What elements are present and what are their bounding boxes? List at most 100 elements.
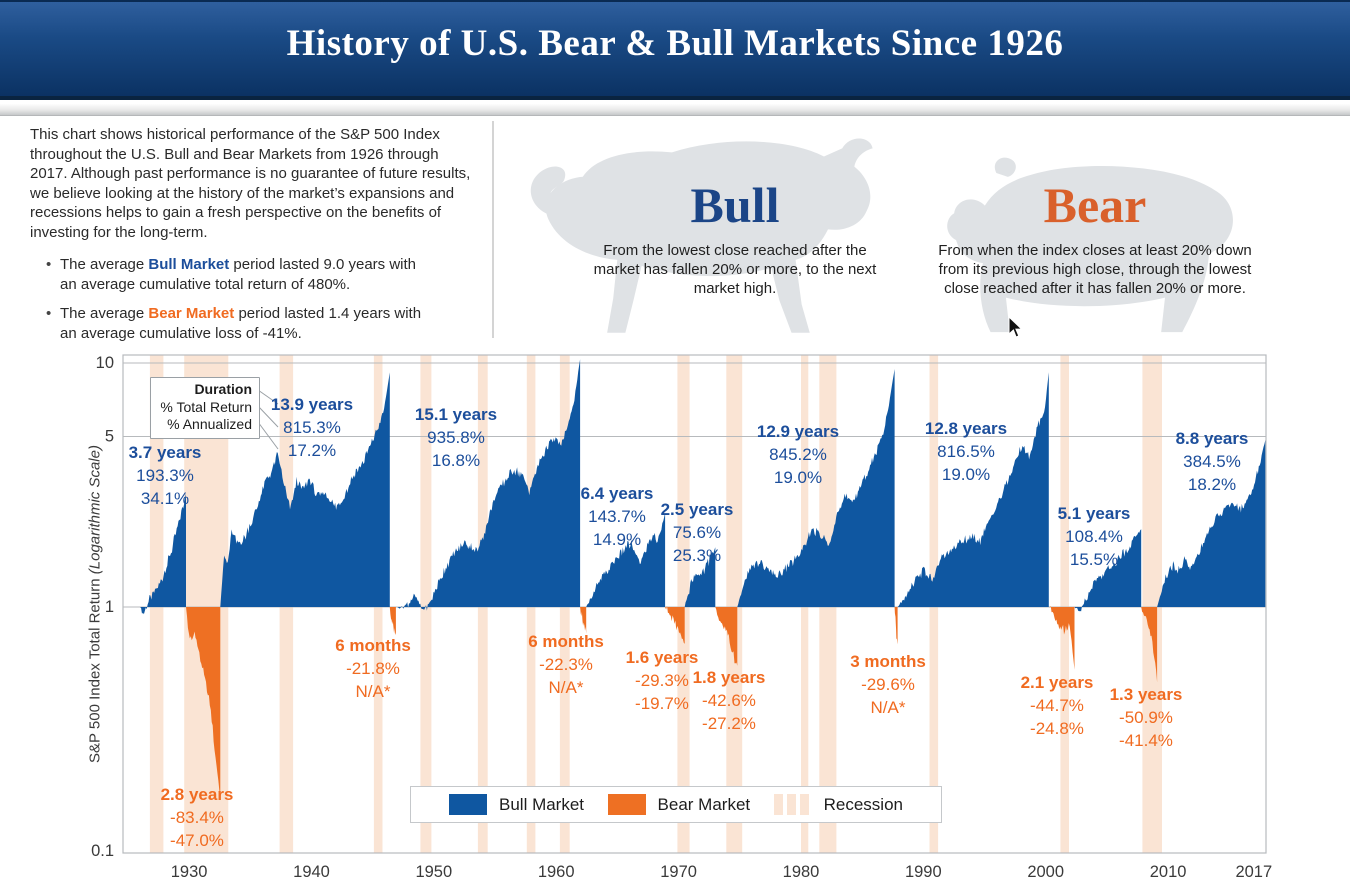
bear-market-segment xyxy=(665,605,685,644)
bear-annotation: 6 months -22.3% N/A* xyxy=(528,632,604,697)
bull-market-segment xyxy=(684,547,716,607)
x-tick-label: 1930 xyxy=(171,863,208,881)
chart-canvas: 10 5 1 0.1 1930 1940 1950 1960 1970 1980 1990 2000 2… xyxy=(91,354,1272,881)
bull-definition: Bull From the lowest close reached after… xyxy=(555,178,915,298)
page-title: History of U.S. Bear & Bull Markets Sinc… xyxy=(286,23,1064,64)
recession-band xyxy=(1060,355,1069,853)
bull-definition-text: From the lowest close reached after the … xyxy=(593,242,877,297)
bullet-text-pre: The average xyxy=(60,305,149,322)
x-tick-label: 1950 xyxy=(415,863,452,881)
bear-market-segment xyxy=(715,607,738,666)
bullet-text-post: period lasted 9.0 years with an average … xyxy=(60,256,417,293)
bear-annotation: 2.8 years -83.4% -47.0% xyxy=(160,785,234,850)
intro-paragraph: This chart shows historical performance … xyxy=(30,126,471,241)
y-tick-label: 0.1 xyxy=(91,842,114,860)
intro-text-block: This chart shows historical performance … xyxy=(30,125,478,353)
x-tick-label: 1960 xyxy=(538,863,575,881)
header-divider-strip xyxy=(0,104,1350,116)
recession-band xyxy=(420,355,432,853)
bull-market-segment xyxy=(1074,529,1142,612)
bull-annotation: 12.8 years 816.5% 19.0% xyxy=(924,419,1008,484)
bear-annotation: 1.6 years -29.3% -19.7% xyxy=(625,648,699,713)
key-row-duration: Duration xyxy=(194,381,252,397)
bear-annotation: 3 months -29.6% N/A* xyxy=(850,652,926,717)
bull-annotation: 5.1 years 108.4% 15.5% xyxy=(1057,504,1131,569)
bull-market-segment xyxy=(897,372,1049,607)
bear-market-term: Bear Market xyxy=(148,305,235,322)
key-row-total-return: % Total Return xyxy=(160,398,252,415)
bear-definition-text: From when the index closes at least 20% … xyxy=(938,242,1252,297)
bull-market-segment xyxy=(220,372,390,607)
bear-market-segment xyxy=(389,607,396,635)
bull-annotation: 8.8 years 384.5% 18.2% xyxy=(1175,429,1249,494)
y-axis-title-italic: (Logarithmic Scale) xyxy=(86,445,104,575)
bear-definition: Bear From when the index closes at least… xyxy=(915,178,1275,298)
bear-annotation: 1.8 years -42.6% -27.2% xyxy=(692,668,766,733)
bear-silhouette-image xyxy=(947,157,1233,333)
bull-market-segment xyxy=(395,359,581,611)
bear-market-segment xyxy=(186,607,221,798)
key-connector-line xyxy=(257,405,279,428)
x-tick-label: 1980 xyxy=(783,863,820,881)
bull-silhouette-image xyxy=(530,138,873,333)
title-bar: History of U.S. Bear & Bull Markets Sinc… xyxy=(0,0,1350,100)
bear-market-segment xyxy=(1048,606,1075,670)
legend-label: Bear Market xyxy=(657,794,751,814)
legend-item-recession: Recession xyxy=(773,794,903,815)
bear-heading: Bear xyxy=(1043,177,1147,233)
x-tick-label: 1940 xyxy=(293,863,330,881)
recession-band xyxy=(1142,355,1162,853)
bullet-text: The average Bull Market period lasted 9.… xyxy=(60,256,416,293)
bear-market-segment xyxy=(580,607,587,634)
bullet-text: The average Bear Market period lasted 1.… xyxy=(60,305,421,342)
bull-heading: Bull xyxy=(690,177,780,233)
market-chart: 10 5 1 0.1 1930 1940 1950 1960 1970 1980 1990 2000 2… xyxy=(0,347,1350,887)
legend-label: Bull Market xyxy=(499,794,585,814)
bull-annotation: 3.7 years 193.3% 34.1% xyxy=(128,443,202,508)
x-tick-label: 2000 xyxy=(1027,863,1064,881)
bullet-bear-average: • The average Bear Market period lasted … xyxy=(46,304,422,343)
bull-market-segment xyxy=(1157,439,1266,607)
x-tick-label: 2017 xyxy=(1235,863,1272,881)
bull-annotation: 15.1 years 935.8% 16.8% xyxy=(414,405,498,470)
bullet-text-post: period lasted 1.4 years with an average … xyxy=(60,305,422,342)
y-tick-label: 10 xyxy=(96,354,114,372)
bullet-bull-average: • The average Bull Market period lasted … xyxy=(46,255,422,294)
bull-annotation: 2.5 years 75.6% 25.3% xyxy=(660,500,734,565)
x-tick-label: 1990 xyxy=(905,863,942,881)
bear-annotation: 1.3 years -50.9% -41.4% xyxy=(1109,685,1183,750)
y-tick-label: 1 xyxy=(105,598,114,616)
bullet-text-pre: The average xyxy=(60,256,149,273)
chart-key-box: Duration % Total Return % Annualized xyxy=(150,377,260,439)
bull-annotation: 13.9 years 815.3% 17.2% xyxy=(270,395,354,460)
key-row-annualized: % Annualized xyxy=(167,416,252,432)
y-axis-title-main: S&P 500 Index Total Return xyxy=(86,574,104,763)
recession-swatch xyxy=(773,794,812,815)
bull-annotation: 12.9 years 845.2% 19.0% xyxy=(756,422,840,487)
bull-market-segment xyxy=(586,512,666,607)
vertical-divider xyxy=(492,121,494,338)
bear-market-segment xyxy=(894,607,898,645)
bull-swatch xyxy=(449,794,487,815)
bear-swatch xyxy=(607,794,646,815)
x-tick-label: 2010 xyxy=(1150,863,1187,881)
bull-market-segment xyxy=(737,369,895,607)
legend-item-bear: Bear Market xyxy=(607,794,751,815)
bear-annotation: 2.1 years -44.7% -24.8% xyxy=(1020,673,1094,738)
chart-legend: Bull Market Bear Market Recession xyxy=(410,786,942,823)
y-tick-label: 5 xyxy=(105,428,114,446)
key-connector-line xyxy=(257,389,279,405)
recession-band xyxy=(726,355,743,853)
y-axis-title: S&P 500 Index Total Return (Logarithmic … xyxy=(87,445,104,763)
recession-band xyxy=(677,355,690,853)
bullet-dot: • xyxy=(46,256,52,273)
legend-item-bull: Bull Market xyxy=(449,794,584,815)
bull-market-term: Bull Market xyxy=(148,256,230,273)
legend-label: Recession xyxy=(823,794,903,814)
x-tick-label: 1970 xyxy=(660,863,697,881)
plot-frame xyxy=(122,354,1267,854)
bullet-dot: • xyxy=(46,305,52,322)
bull-market-segment xyxy=(140,493,186,615)
mouse-cursor xyxy=(1008,316,1023,338)
